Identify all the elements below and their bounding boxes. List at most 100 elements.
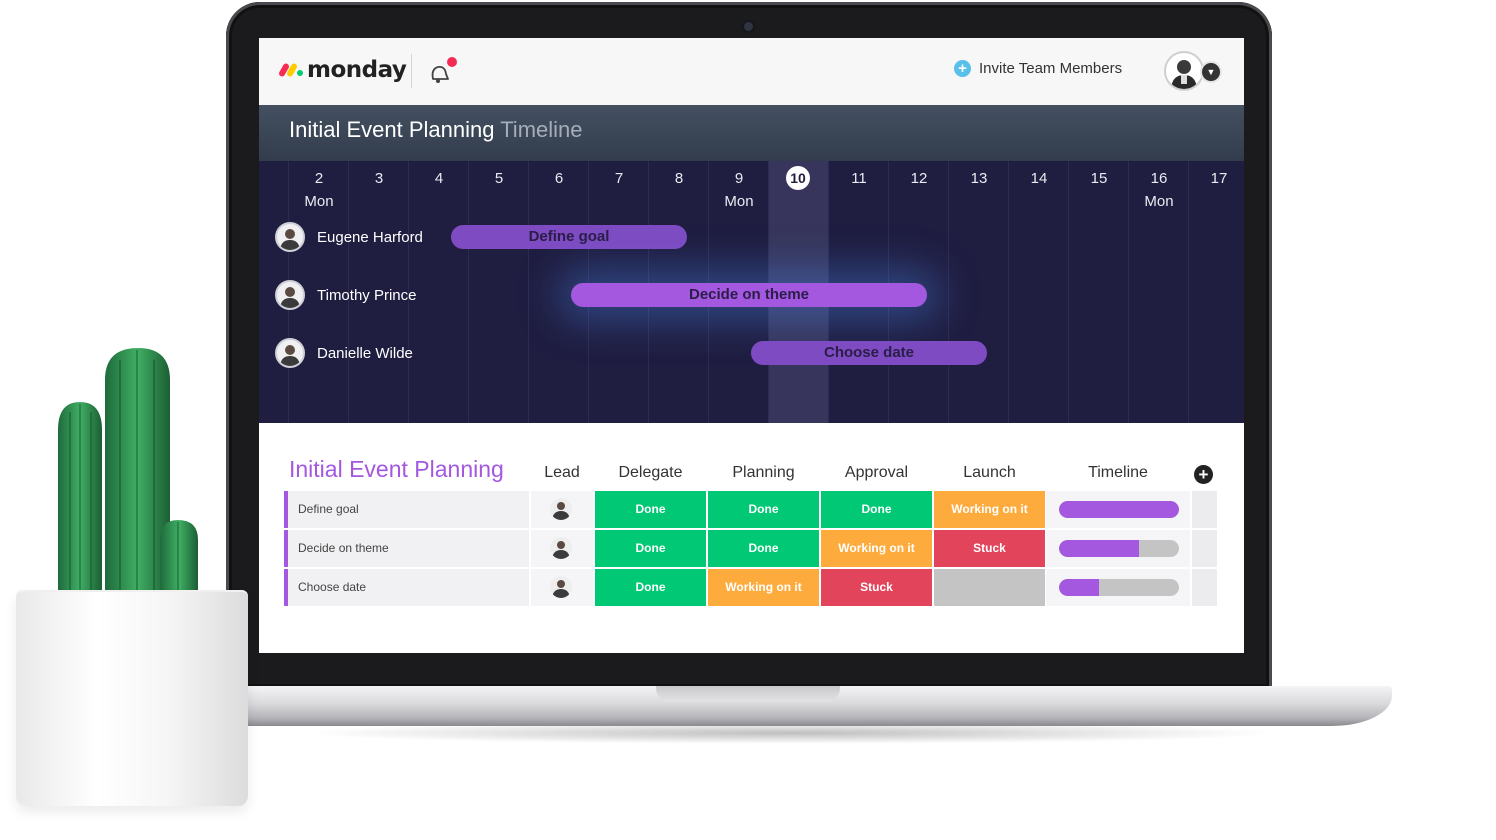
notifications-bell-icon[interactable] xyxy=(427,57,457,87)
brand-name: monday xyxy=(307,57,407,83)
timeline-day-column: 16 Mon xyxy=(1128,161,1189,423)
timeline-task-bar[interactable]: Decide on theme xyxy=(571,283,927,307)
lead-avatar xyxy=(550,576,572,598)
timeline-progress-fill xyxy=(1059,540,1140,557)
row-end-cell xyxy=(1192,530,1217,567)
person-name: Eugene Harford xyxy=(317,228,423,246)
timeline-day-column: 3 xyxy=(348,161,409,423)
timeline-progress-bar xyxy=(1059,540,1179,557)
column-header-delegate[interactable]: Delegate xyxy=(618,464,683,481)
day-number: 14 xyxy=(1030,170,1048,187)
day-number: 6 xyxy=(554,170,564,187)
item-name[interactable]: Decide on theme xyxy=(284,530,529,567)
person-name: Danielle Wilde xyxy=(317,344,413,362)
today-badge: 10 xyxy=(786,166,810,190)
timeline-progress-bar xyxy=(1059,501,1179,518)
app-screen: monday + Invite Team Members ▼ Initial E… xyxy=(259,38,1244,653)
table-row[interactable]: Define goal Done Done Done Working on it xyxy=(284,491,1217,528)
plant-pot xyxy=(16,592,248,806)
day-number: 4 xyxy=(434,170,444,187)
status-cell[interactable]: Done xyxy=(595,530,706,567)
column-header-planning[interactable]: Planning xyxy=(732,464,795,481)
column-header-approval[interactable]: Approval xyxy=(844,464,909,481)
day-number: 7 xyxy=(614,170,624,187)
cactus-illustration xyxy=(58,348,198,600)
day-name: Mon xyxy=(724,193,754,210)
topbar-divider xyxy=(411,54,412,88)
status-cell[interactable]: Done xyxy=(595,491,706,528)
timeline-person[interactable]: Eugene Harford xyxy=(275,222,423,252)
timeline-day-column: 13 xyxy=(948,161,1009,423)
timeline-person[interactable]: Timothy Prince xyxy=(275,280,416,310)
status-cell[interactable]: Done xyxy=(821,491,932,528)
day-number: 16 xyxy=(1150,170,1168,187)
table-row[interactable]: Choose date Done Working on it Stuck xyxy=(284,569,1217,606)
monday-logo-icon xyxy=(277,61,305,79)
timeline-day-column: 14 xyxy=(1008,161,1069,423)
timeline-task-bar[interactable]: Define goal xyxy=(451,225,687,249)
status-cell[interactable]: Done xyxy=(708,530,819,567)
status-cell[interactable]: Working on it xyxy=(821,530,932,567)
invite-label: Invite Team Members xyxy=(979,60,1123,77)
webcam xyxy=(744,22,753,31)
board-title: Initial Event Planning xyxy=(289,456,504,482)
laptop-notch xyxy=(656,686,840,702)
chevron-down-icon[interactable]: ▼ xyxy=(1200,61,1222,83)
timeline-header: Initial Event Planning Timeline xyxy=(259,105,1244,161)
status-cell[interactable] xyxy=(934,569,1045,606)
day-name: Mon xyxy=(304,193,334,210)
column-header-timeline[interactable]: Timeline xyxy=(1088,464,1148,481)
day-number: 12 xyxy=(910,170,928,187)
status-cell[interactable]: Done xyxy=(595,569,706,606)
status-cell[interactable]: Done xyxy=(708,491,819,528)
day-number: 13 xyxy=(970,170,988,187)
lead-cell[interactable] xyxy=(531,569,593,606)
timeline-day-column: 17 xyxy=(1188,161,1244,423)
plus-icon: + xyxy=(954,60,971,77)
day-number: 11 xyxy=(851,170,867,187)
lead-cell[interactable] xyxy=(531,530,593,567)
item-name[interactable]: Define goal xyxy=(284,491,529,528)
timeline-title: Initial Event Planning Timeline xyxy=(289,117,583,143)
status-cell[interactable]: Working on it xyxy=(934,491,1045,528)
person-name: Timothy Prince xyxy=(317,286,417,304)
user-avatar[interactable] xyxy=(1164,51,1204,91)
person-avatar xyxy=(275,280,305,310)
monday-logo[interactable]: monday xyxy=(277,54,407,86)
day-number: 15 xyxy=(1090,170,1108,187)
add-column-icon[interactable]: + xyxy=(1194,465,1213,484)
timeline-day-column: 15 xyxy=(1068,161,1129,423)
timeline-day-column: 6 xyxy=(528,161,589,423)
status-cell[interactable]: Stuck xyxy=(821,569,932,606)
person-avatar xyxy=(275,222,305,252)
timeline-title-suffix: Timeline xyxy=(500,117,583,142)
day-number: 17 xyxy=(1210,170,1228,187)
invite-team-members-button[interactable]: + Invite Team Members xyxy=(954,60,1122,77)
timeline-progress-fill xyxy=(1059,501,1179,518)
timeline-cell[interactable] xyxy=(1046,569,1190,606)
status-cell[interactable]: Stuck xyxy=(934,530,1045,567)
timeline-cell[interactable] xyxy=(1046,530,1190,567)
day-number: 2 xyxy=(314,170,324,187)
timeline-progress-bar xyxy=(1059,579,1179,596)
table-row[interactable]: Decide on theme Done Done Working on it Stuc… xyxy=(284,530,1217,567)
timeline-cell[interactable] xyxy=(1046,491,1190,528)
lead-avatar xyxy=(550,537,572,559)
timeline-day-column: 4 xyxy=(408,161,469,423)
day-name: Mon xyxy=(1144,193,1174,210)
status-cell[interactable]: Working on it xyxy=(708,569,819,606)
top-bar: monday + Invite Team Members ▼ xyxy=(259,38,1244,106)
lead-cell[interactable] xyxy=(531,491,593,528)
item-name[interactable]: Choose date xyxy=(284,569,529,606)
person-avatar xyxy=(275,338,305,368)
timeline-task-bar[interactable]: Choose date xyxy=(751,341,987,365)
day-number: 9 xyxy=(734,170,744,187)
timeline-person[interactable]: Danielle Wilde xyxy=(275,338,413,368)
column-header-lead[interactable]: Lead xyxy=(544,464,580,481)
timeline-day-column: 5 xyxy=(468,161,529,423)
day-number: 3 xyxy=(374,170,384,187)
column-header-launch[interactable]: Launch xyxy=(963,464,1016,481)
timeline-grid: 2 Mon 3 4 5 6 7 8 9 Mon 10 11 12 13 14 15 16 Mon 17 Eugene … xyxy=(259,161,1244,423)
lead-avatar xyxy=(550,498,572,520)
day-number: 8 xyxy=(674,170,684,187)
